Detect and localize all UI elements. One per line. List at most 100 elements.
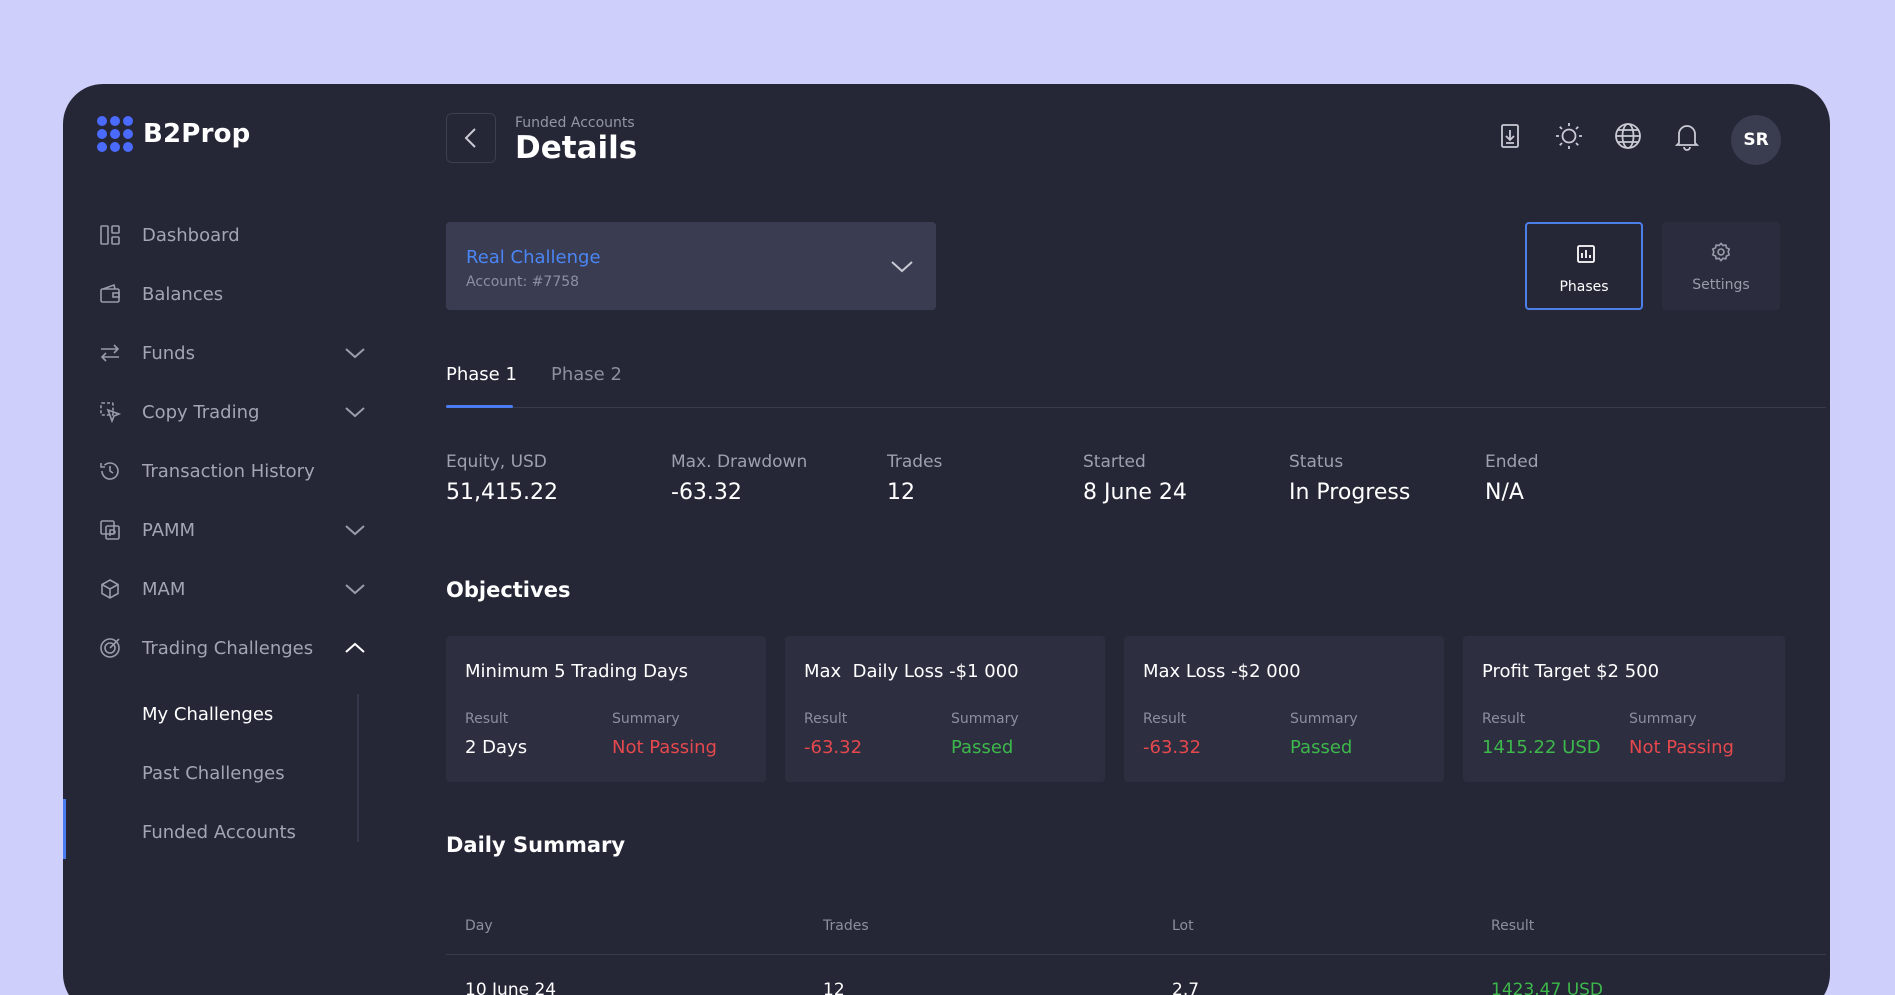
- stat-ended: Ended N/A: [1485, 452, 1539, 505]
- column-header-lot[interactable]: Lot: [1172, 918, 1194, 934]
- summary-value: Not Passing: [612, 737, 717, 758]
- summary-label: Summary: [1629, 711, 1697, 727]
- column-header-day[interactable]: Day: [465, 918, 493, 934]
- result-value: 1415.22 USD: [1482, 737, 1601, 758]
- stat-equity: Equity, USD 51,415.22: [446, 452, 558, 505]
- daily-summary-heading: Daily Summary: [446, 833, 626, 857]
- stat-value: 8 June 24: [1083, 480, 1187, 505]
- chevron-down-icon[interactable]: [344, 581, 366, 597]
- sidebar-item-label: Dashboard: [142, 224, 240, 246]
- stat-label: Started: [1083, 452, 1146, 472]
- chevron-down-icon: [891, 261, 913, 273]
- result-value: -63.32: [804, 737, 863, 758]
- sidebar-item-transaction-history[interactable]: Transaction History: [63, 449, 393, 493]
- cell-trades: 12: [823, 980, 845, 995]
- objective-title: Minimum 5 Trading Days: [465, 661, 688, 682]
- summary-value: Passed: [1290, 737, 1353, 758]
- column-header-trades[interactable]: Trades: [823, 918, 869, 934]
- chevron-left-icon: [464, 128, 476, 148]
- sidebar-subitem-past-challenges[interactable]: Past Challenges: [142, 763, 285, 784]
- account-selector[interactable]: Real Challenge Account: #7758: [446, 222, 936, 310]
- logo-mark-icon: [97, 116, 133, 152]
- page-title: Details: [515, 130, 638, 166]
- stat-max-drawdown: Max. Drawdown -63.32: [671, 452, 807, 505]
- summary-value: Not Passing: [1629, 737, 1734, 758]
- settings-label: Settings: [1692, 277, 1750, 293]
- back-button[interactable]: [446, 113, 496, 163]
- chevron-down-icon[interactable]: [344, 404, 366, 420]
- sidebar-subitem-funded-accounts[interactable]: Funded Accounts: [142, 822, 296, 843]
- column-header-result[interactable]: Result: [1491, 918, 1535, 934]
- phases-label: Phases: [1559, 279, 1609, 295]
- sidebar-item-trading-challenges[interactable]: Trading Challenges: [63, 626, 393, 670]
- account-name: Real Challenge: [466, 247, 601, 268]
- active-indicator: [63, 799, 66, 859]
- stat-value: 12: [887, 480, 915, 505]
- transfer-icon: [99, 342, 121, 364]
- sidebar-item-label: Transaction History: [142, 460, 315, 482]
- sidebar-item-label: Balances: [142, 283, 224, 305]
- target-icon: [99, 637, 121, 659]
- tabs-divider: [446, 407, 1826, 408]
- stat-value: N/A: [1485, 480, 1524, 505]
- sidebar-item-balances[interactable]: Balances: [63, 272, 393, 316]
- cube-icon: [99, 578, 121, 600]
- stat-value: -63.32: [671, 480, 742, 505]
- stat-label: Equity, USD: [446, 452, 547, 472]
- result-value: 2 Days: [465, 737, 528, 758]
- globe-icon[interactable]: [1613, 121, 1643, 151]
- objective-card: Minimum 5 Trading Days Result Summary 2 …: [446, 636, 766, 782]
- chevron-down-icon[interactable]: [344, 522, 366, 538]
- sidebar-item-mam[interactable]: MAM: [63, 567, 393, 611]
- objective-card: Max Loss -$2 000 Result Summary -63.32 P…: [1124, 636, 1444, 782]
- settings-button[interactable]: Settings: [1662, 222, 1780, 310]
- chevron-up-icon[interactable]: [344, 640, 366, 656]
- sidebar-item-copy-trading[interactable]: Copy Trading: [63, 390, 393, 434]
- account-number: Account: #7758: [466, 274, 580, 290]
- sidebar-item-label: Copy Trading: [142, 401, 260, 423]
- result-value: -63.32: [1143, 737, 1202, 758]
- download-icon[interactable]: [1495, 121, 1525, 151]
- cell-lot: 2.7: [1172, 980, 1200, 995]
- stat-label: Max. Drawdown: [671, 452, 808, 472]
- summary-label: Summary: [612, 711, 680, 727]
- stat-value: 51,415.22: [446, 480, 558, 505]
- stat-status: Status In Progress: [1289, 452, 1410, 505]
- stat-value: In Progress: [1289, 480, 1411, 505]
- pamm-icon: [99, 519, 121, 541]
- bar-chart-icon: [1577, 245, 1595, 263]
- sidebar-subitem-my-challenges[interactable]: My Challenges: [142, 704, 274, 725]
- copy-trading-icon: [99, 401, 121, 423]
- sidebar-item-label: Trading Challenges: [142, 637, 314, 659]
- summary-value: Passed: [951, 737, 1014, 758]
- result-label: Result: [804, 711, 848, 727]
- objective-card: Max Daily Loss -$1 000 Result Summary -6…: [785, 636, 1105, 782]
- brand-logo[interactable]: B2Prop: [97, 116, 250, 152]
- tab-active-indicator: [446, 405, 513, 408]
- sidebar-item-pamm[interactable]: PAMM: [63, 508, 393, 552]
- objective-card: Profit Target $2 500 Result Summary 1415…: [1463, 636, 1785, 782]
- tab-phase-2[interactable]: Phase 2: [551, 364, 622, 385]
- breadcrumb[interactable]: Funded Accounts: [515, 115, 635, 131]
- avatar[interactable]: SR: [1731, 115, 1781, 165]
- cell-day: 10 June 24: [465, 980, 557, 995]
- wallet-icon: [99, 283, 121, 305]
- stat-label: Ended: [1485, 452, 1539, 472]
- cell-result: 1423.47 USD: [1491, 980, 1604, 995]
- sun-icon[interactable]: [1554, 121, 1584, 151]
- phases-button[interactable]: Phases: [1525, 222, 1643, 310]
- chevron-down-icon[interactable]: [344, 345, 366, 361]
- bell-icon[interactable]: [1672, 121, 1702, 151]
- sidebar-item-dashboard[interactable]: Dashboard: [63, 213, 393, 257]
- tab-phase-1[interactable]: Phase 1: [446, 364, 517, 385]
- sidebar-item-label: Funds: [142, 342, 195, 364]
- summary-label: Summary: [1290, 711, 1358, 727]
- gear-icon: [1711, 242, 1731, 262]
- history-icon: [99, 460, 121, 482]
- stat-started: Started 8 June 24: [1083, 452, 1187, 505]
- stat-label: Trades: [887, 452, 943, 472]
- stat-label: Status: [1289, 452, 1344, 472]
- app-window: B2Prop Dashboard Balances Funds: [63, 84, 1830, 995]
- sidebar-item-funds[interactable]: Funds: [63, 331, 393, 375]
- summary-label: Summary: [951, 711, 1019, 727]
